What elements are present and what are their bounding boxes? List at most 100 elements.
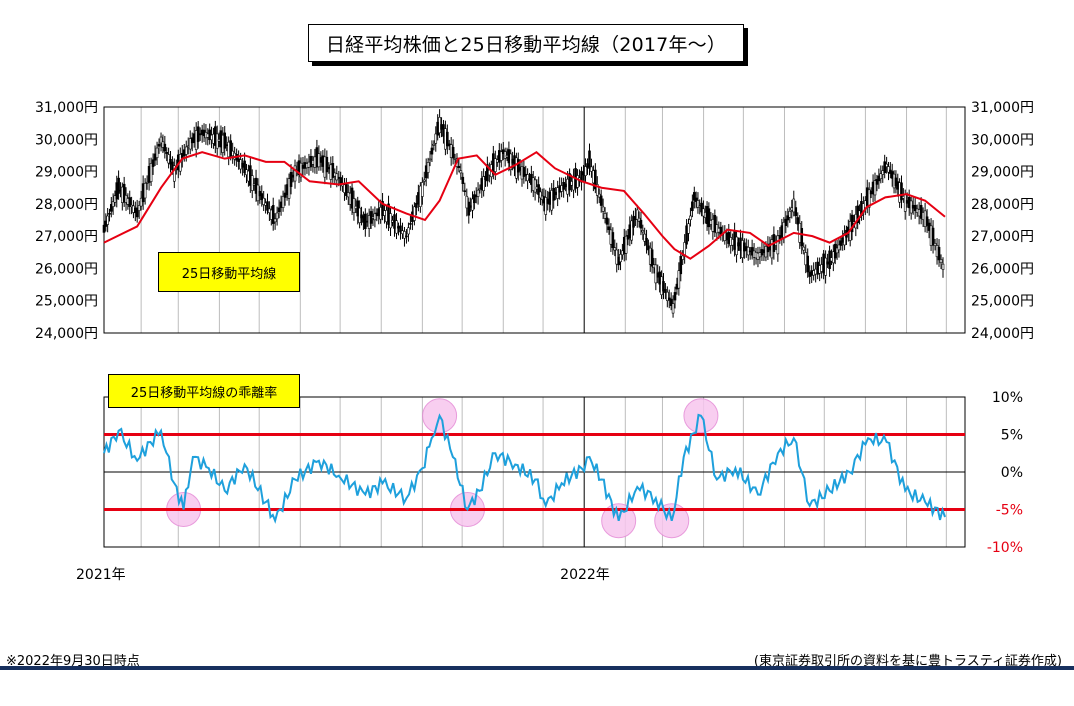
candle-body [839, 240, 843, 246]
price-y-tick-left: 27,000円 [35, 229, 98, 245]
candle-body [167, 154, 170, 164]
candle-body [434, 133, 438, 144]
candle-body [685, 225, 688, 245]
candle-body [283, 192, 287, 198]
candle-body [713, 215, 717, 233]
candle-body [457, 165, 461, 169]
price-y-tick-left: 31,000円 [35, 100, 98, 116]
candle-body [601, 206, 605, 212]
candle-body [879, 173, 883, 180]
price-y-tick-right: 27,000円 [971, 229, 1034, 245]
candle-body [381, 201, 384, 216]
candle-body [664, 288, 667, 293]
candle-body [163, 143, 167, 152]
price-y-tick-right: 25,000円 [971, 294, 1034, 310]
candle-body [325, 156, 329, 173]
candle-body [155, 147, 159, 159]
candle-body [422, 179, 426, 182]
candle-body [694, 197, 698, 202]
candle-body [867, 189, 871, 208]
candle-body [223, 132, 227, 149]
candle-body [784, 218, 788, 226]
price-y-tick-left: 26,000円 [35, 261, 98, 277]
candle-body [407, 227, 410, 235]
candle-body [632, 216, 635, 228]
candle-body [605, 217, 609, 225]
candle-body [806, 255, 810, 273]
candle-body [635, 209, 639, 220]
candle-body [941, 263, 945, 270]
candle-body [594, 169, 597, 190]
candle-body [399, 225, 402, 233]
candle-body [373, 213, 377, 221]
candle-body [471, 198, 474, 211]
candle-body [128, 197, 132, 207]
candle-body [588, 150, 591, 169]
candle-body [662, 281, 665, 292]
candle-body [260, 193, 264, 201]
candle-body [184, 146, 188, 155]
candle-body [673, 292, 677, 301]
candle-body [835, 247, 839, 254]
candle-body [516, 159, 520, 173]
ma-label-box: 25日移動平均線 [158, 252, 300, 292]
candle-body [800, 228, 804, 247]
chart-title: 日経平均株価と25日移動平均線（2017年～） [308, 24, 744, 62]
candle-body [275, 212, 279, 220]
deviation-line [103, 413, 946, 524]
candle-body [802, 246, 806, 251]
price-y-tick-right: 24,000円 [971, 326, 1034, 342]
candle-body [883, 161, 886, 174]
candle-body [931, 227, 935, 246]
candle-body [271, 205, 275, 224]
price-y-tick-right: 31,000円 [971, 100, 1034, 116]
candle-body [173, 165, 176, 182]
candle-body [599, 195, 603, 206]
candle-body [776, 235, 780, 255]
price-y-tick-left: 30,000円 [35, 132, 98, 148]
candle-body [461, 176, 465, 184]
candle-body [873, 180, 877, 196]
candle-body [679, 256, 683, 275]
candle-body [796, 217, 800, 225]
candle-body [266, 201, 269, 211]
candle-body [671, 303, 675, 314]
price-y-tick-right: 29,000円 [971, 165, 1034, 181]
candle-body [607, 226, 611, 231]
candle-body [537, 184, 540, 196]
candle-body [794, 207, 798, 217]
candle-body [482, 176, 485, 192]
candle-body [277, 207, 281, 213]
x-tick-label: 2021年 [76, 567, 126, 583]
candle-body [273, 218, 277, 223]
candle-body [691, 201, 694, 212]
candle-body [157, 143, 161, 147]
candle-body [590, 166, 593, 172]
candle-body [108, 213, 111, 215]
candle-body [421, 182, 424, 197]
candle-body [331, 163, 335, 178]
candle-body [293, 165, 297, 182]
candle-body [102, 224, 106, 233]
candle-body [426, 162, 430, 173]
deviation-y-tick: -5% [996, 503, 1023, 519]
candle-body [109, 204, 113, 212]
candle-body [428, 158, 432, 161]
candle-body [887, 166, 890, 173]
candle-body [473, 194, 476, 203]
candle-body [939, 259, 943, 264]
deviation-y-tick: 5% [1001, 428, 1023, 444]
price-y-tick-left: 28,000円 [35, 197, 98, 213]
deviation-y-tick: -10% [987, 540, 1023, 556]
candle-body [666, 291, 669, 301]
candle-body [539, 191, 542, 199]
candle-body [788, 210, 792, 218]
candle-body [792, 198, 796, 213]
candle-body [913, 204, 917, 212]
candle-body [476, 189, 480, 197]
candle-body [885, 163, 888, 168]
candle-body [122, 183, 126, 203]
candle-body [262, 197, 265, 205]
price-y-tick-left: 25,000円 [35, 294, 98, 310]
candle-body [900, 182, 903, 201]
